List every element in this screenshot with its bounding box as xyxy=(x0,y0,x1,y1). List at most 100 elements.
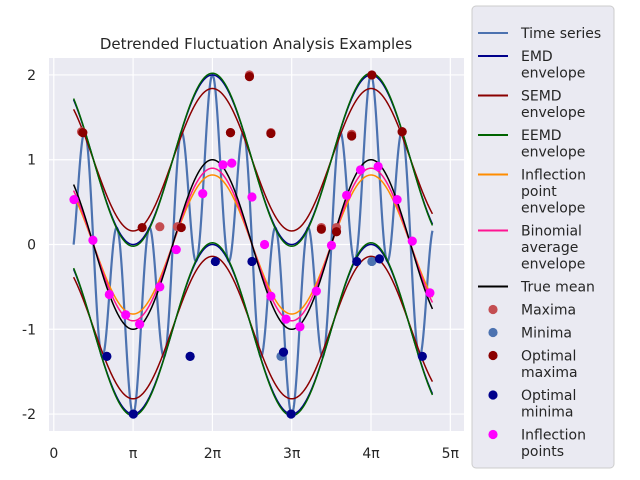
inflection-point xyxy=(155,282,165,292)
legend-label: SEMD envelope xyxy=(521,89,585,122)
inflection-point xyxy=(342,190,352,200)
legend-marker xyxy=(488,304,498,315)
optimal-minima-point xyxy=(352,256,362,267)
x-axis-ticks: 0 π 2π 3π 4π 5π xyxy=(49,446,459,462)
legend-label-line: point xyxy=(521,184,557,200)
x-tick-label: 2π xyxy=(204,446,222,462)
optimal-minima-point xyxy=(128,409,138,419)
legend-marker xyxy=(488,350,498,361)
inflection-point xyxy=(311,286,321,296)
inflection-point xyxy=(104,289,114,300)
legend-label-line: Time series xyxy=(520,26,601,42)
legend-label: Minima xyxy=(521,326,572,342)
optimal-minima-point xyxy=(185,351,195,361)
y-tick-label: -1 xyxy=(22,322,36,338)
inflection-point xyxy=(259,239,270,250)
legend-label-line: Minima xyxy=(521,326,572,342)
optimal-maxima-point xyxy=(225,128,236,138)
legend-label: Optimal minima xyxy=(521,388,576,421)
legend-label-line: True mean xyxy=(520,280,595,296)
legend-label-line: Inflection xyxy=(521,428,586,444)
inflection-point xyxy=(88,235,98,245)
legend-label-line: envelope xyxy=(521,145,585,161)
x-tick-label: 0 xyxy=(49,446,58,462)
inflection-point xyxy=(266,291,276,301)
optimal-minima-point xyxy=(417,351,427,361)
optimal-maxima-point xyxy=(397,127,407,137)
legend-label-line: Optimal xyxy=(521,388,576,404)
legend-label-line: envelope xyxy=(521,257,585,273)
inflection-point xyxy=(281,314,291,324)
x-tick-label: 5π xyxy=(442,446,460,462)
legend-label: Inflection point envelope xyxy=(521,168,586,217)
optimal-maxima-point xyxy=(316,224,326,234)
x-tick-label: π xyxy=(129,446,138,462)
inflection-point xyxy=(198,189,208,199)
legend-label: EMD envelope xyxy=(521,49,585,82)
optimal-maxima-point xyxy=(367,70,377,80)
optimal-minima-point xyxy=(102,351,112,361)
optimal-maxima-point xyxy=(266,128,276,139)
inflection-point xyxy=(326,240,337,250)
marker-layer xyxy=(69,70,435,419)
legend-label-line: SEMD xyxy=(521,89,562,105)
x-tick-label: 4π xyxy=(362,446,380,462)
legend-label-line: envelope xyxy=(521,66,585,82)
inflection-point xyxy=(69,194,79,205)
legend-label-line: minima xyxy=(521,405,574,421)
inflection-point xyxy=(407,236,417,246)
legend-label-line: Inflection xyxy=(521,168,586,184)
legend-label-line: envelope xyxy=(521,105,585,121)
legend-label: Binomial average envelope xyxy=(521,224,585,273)
y-tick-label: -2 xyxy=(22,407,36,423)
legend-marker xyxy=(488,429,498,440)
optimal-minima-point xyxy=(286,409,296,419)
optimal-minima-point xyxy=(210,256,220,267)
inflection-point xyxy=(218,160,228,170)
maxima-point xyxy=(155,222,165,232)
optimal-minima-point xyxy=(374,254,385,264)
legend-marker xyxy=(488,390,498,400)
optimal-minima-point xyxy=(247,256,257,267)
legend-marker xyxy=(488,327,498,338)
legend-label: Time series xyxy=(520,26,601,42)
chart-title: Detrended Fluctuation Analysis Examples xyxy=(100,35,413,53)
legend-frame xyxy=(471,5,615,469)
optimal-maxima-point xyxy=(176,222,186,233)
optimal-maxima-point xyxy=(244,72,255,82)
legend-label: Optimal maxima xyxy=(521,349,578,382)
inflection-point xyxy=(121,310,131,320)
inflection-point xyxy=(247,192,257,202)
x-tick-label: 3π xyxy=(283,446,301,462)
legend-label: EEMD envelope xyxy=(521,128,585,161)
optimal-maxima-point xyxy=(331,227,342,237)
minima-point xyxy=(367,256,377,267)
optimal-maxima-point xyxy=(137,222,147,233)
inflection-point xyxy=(355,165,366,175)
inflection-point xyxy=(135,319,145,329)
legend-label-line: Optimal xyxy=(521,349,576,365)
optimal-maxima-point xyxy=(347,131,357,141)
legend-label-line: Binomial xyxy=(521,224,582,240)
true-mean-line xyxy=(72,158,434,331)
legend-label: Inflection points xyxy=(521,428,586,461)
inflection-point xyxy=(425,288,435,298)
optimal-maxima-point xyxy=(78,128,88,138)
y-tick-label: 1 xyxy=(27,153,36,169)
optimal-minima-point xyxy=(278,347,289,357)
inflection-point xyxy=(295,322,305,332)
inflection-point xyxy=(392,194,402,205)
inflection-point xyxy=(373,161,383,172)
inflection-point xyxy=(227,158,237,168)
legend-label-line: EMD xyxy=(521,49,553,65)
legend-label-line: Maxima xyxy=(521,303,576,319)
inflection-point xyxy=(171,244,181,255)
legend-label-line: average xyxy=(521,240,578,256)
legend-label-line: maxima xyxy=(521,365,578,381)
legend-label-line: envelope xyxy=(521,201,585,217)
y-tick-label: 2 xyxy=(27,68,36,84)
legend-label: True mean xyxy=(520,280,595,296)
y-tick-label: 0 xyxy=(27,238,36,254)
